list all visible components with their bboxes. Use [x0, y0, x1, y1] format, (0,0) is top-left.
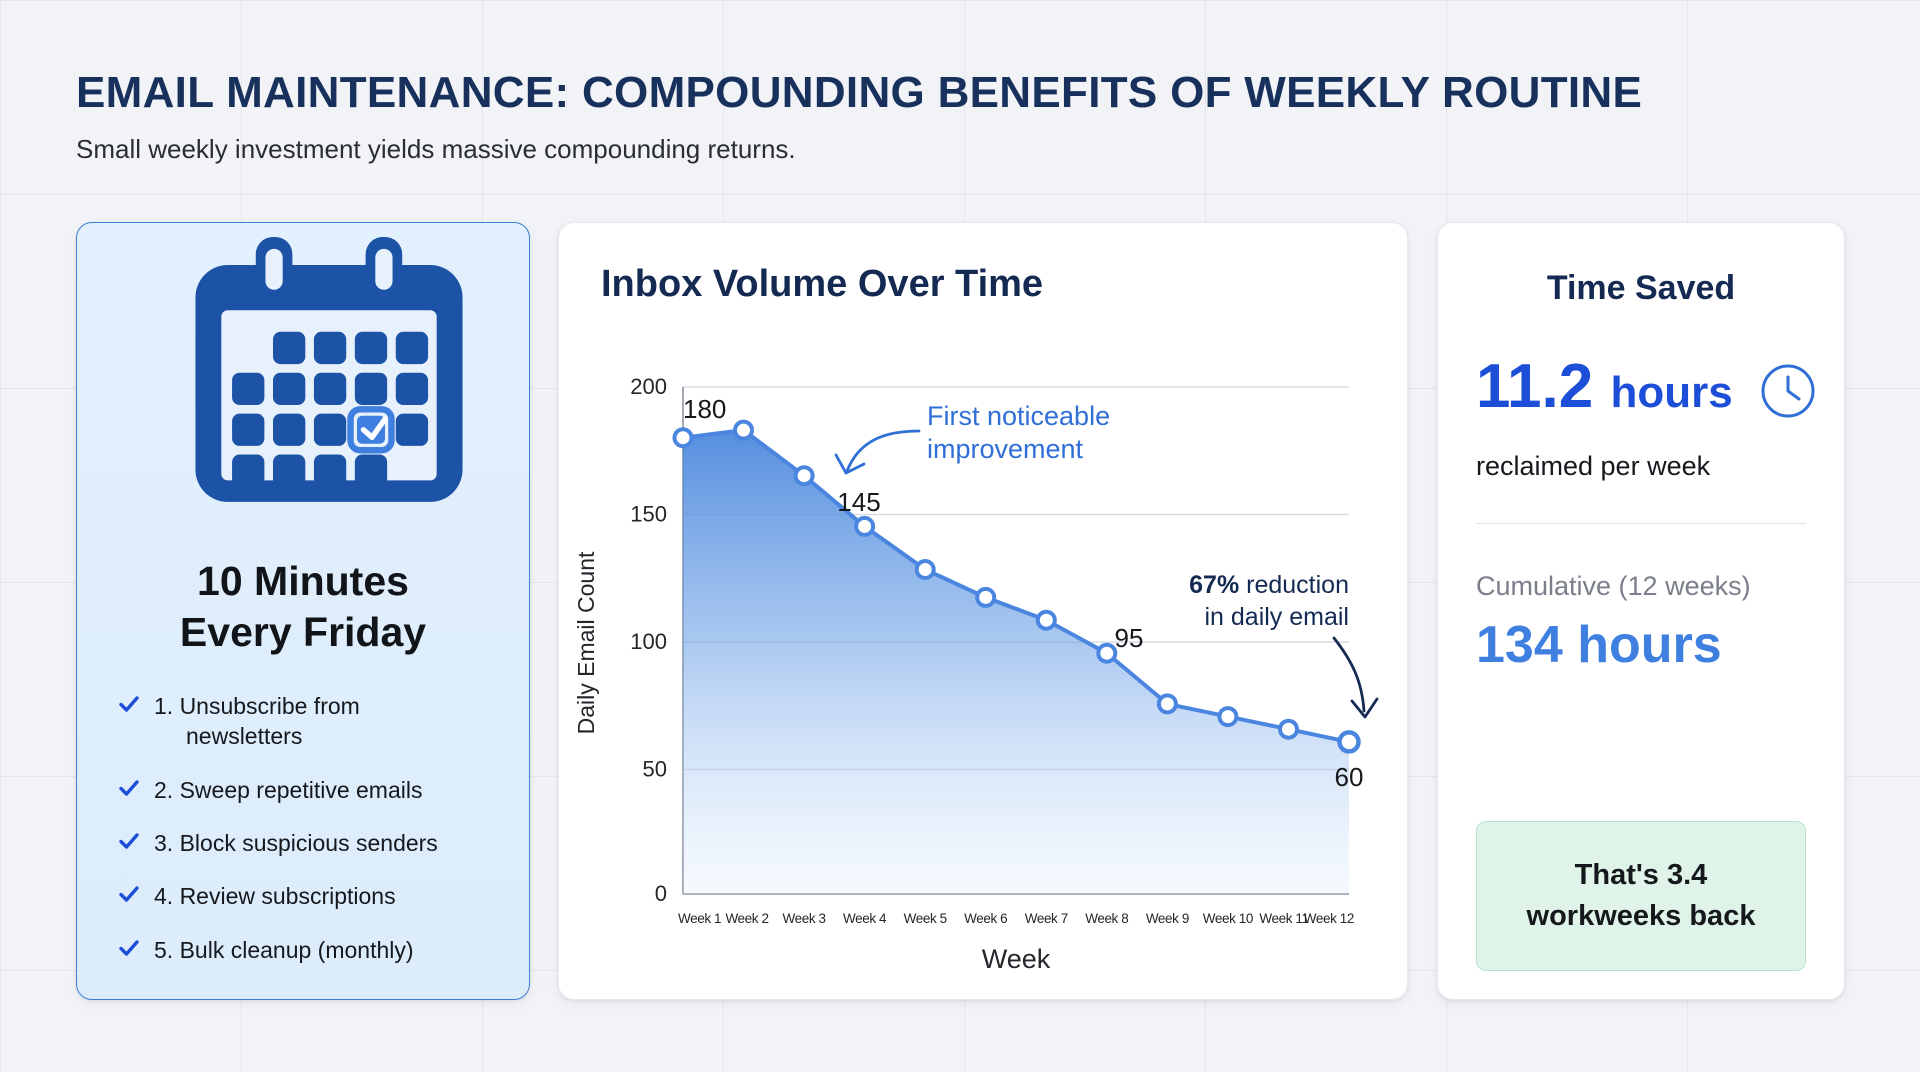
svg-text:60: 60 [1335, 762, 1364, 792]
svg-text:improvement: improvement [927, 434, 1084, 464]
svg-text:Week 9: Week 9 [1146, 911, 1189, 926]
svg-text:Week 10: Week 10 [1203, 911, 1253, 926]
svg-text:50: 50 [643, 757, 667, 782]
svg-text:150: 150 [630, 502, 667, 527]
svg-text:Week 3: Week 3 [783, 911, 826, 926]
svg-text:180: 180 [683, 394, 726, 424]
svg-text:95: 95 [1115, 623, 1144, 653]
svg-text:Week 1: Week 1 [678, 911, 721, 926]
svg-text:Week 12: Week 12 [1304, 911, 1354, 926]
svg-text:Week 5: Week 5 [904, 911, 947, 926]
svg-text:Week 4: Week 4 [843, 911, 887, 926]
svg-text:Week 8: Week 8 [1085, 911, 1128, 926]
svg-text:Week 11: Week 11 [1259, 911, 1308, 926]
svg-text:Week 6: Week 6 [964, 911, 1007, 926]
svg-text:0: 0 [655, 881, 667, 906]
svg-text:145: 145 [837, 487, 880, 517]
svg-text:Week 7: Week 7 [1025, 911, 1068, 926]
svg-text:First noticeable: First noticeable [927, 401, 1110, 431]
svg-text:Week: Week [982, 944, 1051, 974]
svg-text:in daily email: in daily email [1204, 603, 1349, 631]
svg-text:200: 200 [630, 374, 667, 399]
svg-text:67% reduction: 67% reduction [1189, 571, 1349, 599]
svg-text:Week 2: Week 2 [725, 911, 768, 926]
svg-text:Daily Email Count: Daily Email Count [573, 551, 599, 734]
svg-text:100: 100 [630, 629, 667, 654]
